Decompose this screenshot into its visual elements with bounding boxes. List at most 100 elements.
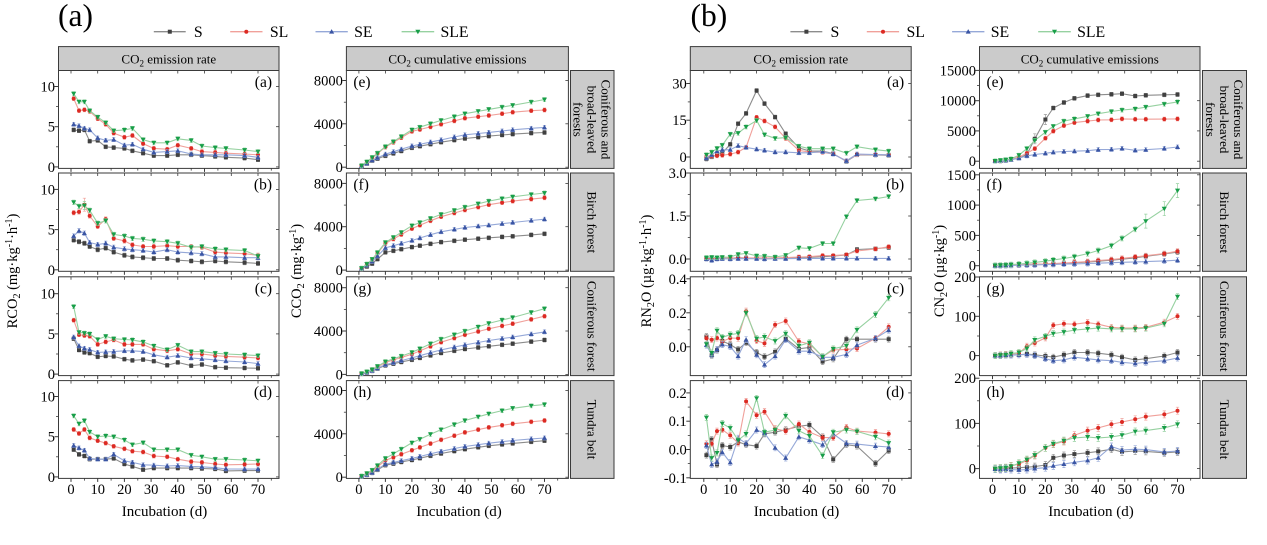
svg-text:4000: 4000 — [314, 117, 343, 133]
svg-text:CCO2 (mg·kg-1): CCO2 (mg·kg-1) — [288, 224, 307, 318]
svg-text:(h): (h) — [353, 384, 371, 401]
svg-text:30: 30 — [672, 77, 687, 93]
svg-text:60: 60 — [855, 482, 870, 498]
svg-text:3.0: 3.0 — [669, 166, 687, 182]
svg-text:20: 20 — [405, 482, 420, 498]
svg-text:CO2 emission rate: CO2 emission rate — [753, 52, 848, 69]
svg-text:(d): (d) — [254, 384, 272, 401]
svg-text:0: 0 — [680, 150, 687, 166]
svg-text:30: 30 — [431, 482, 446, 498]
svg-text:broad-leaved: broad-leaved — [1217, 86, 1232, 154]
svg-text:1.5: 1.5 — [669, 209, 687, 225]
svg-text:30: 30 — [1065, 482, 1080, 498]
svg-text:Birch forest: Birch forest — [585, 191, 600, 253]
svg-text:(h): (h) — [987, 384, 1005, 401]
svg-text:Incubation (d): Incubation (d) — [122, 504, 207, 520]
svg-text:Coniferous and: Coniferous and — [599, 80, 614, 160]
svg-text:forests: forests — [571, 102, 586, 137]
svg-text:15000: 15000 — [940, 63, 976, 79]
svg-text:0.2: 0.2 — [669, 306, 687, 322]
svg-text:20: 20 — [749, 482, 764, 498]
svg-text:50: 50 — [484, 482, 499, 498]
svg-text:0: 0 — [969, 259, 976, 275]
svg-text:4000: 4000 — [314, 324, 343, 340]
svg-text:10: 10 — [41, 390, 56, 406]
svg-text:CO2 cumulative emissions: CO2 cumulative emissions — [388, 52, 526, 69]
svg-text:8000: 8000 — [314, 176, 343, 192]
svg-text:30: 30 — [144, 482, 159, 498]
svg-text:20: 20 — [117, 482, 132, 498]
svg-text:0.4: 0.4 — [669, 272, 688, 288]
svg-text:Incubation (d): Incubation (d) — [1048, 504, 1133, 520]
svg-text:(c): (c) — [887, 280, 904, 297]
svg-text:SL: SL — [270, 24, 288, 41]
svg-text:(f): (f) — [987, 177, 1003, 194]
svg-text:forests: forests — [1203, 102, 1218, 137]
svg-text:70: 70 — [1170, 482, 1185, 498]
svg-text:70: 70 — [537, 482, 552, 498]
svg-text:(a): (a) — [255, 74, 272, 91]
svg-text:200: 200 — [954, 270, 976, 286]
svg-text:5: 5 — [48, 327, 55, 343]
svg-text:0: 0 — [969, 349, 976, 365]
svg-text:10: 10 — [378, 482, 393, 498]
svg-text:4000: 4000 — [314, 220, 343, 236]
svg-text:0: 0 — [355, 482, 362, 498]
svg-text:0: 0 — [48, 367, 55, 383]
svg-text:CN2O (µg·kg-1): CN2O (µg·kg-1) — [931, 225, 950, 317]
svg-text:CO2 emission rate: CO2 emission rate — [121, 52, 216, 69]
svg-text:0: 0 — [67, 482, 74, 498]
svg-text:0.1: 0.1 — [669, 414, 687, 430]
svg-text:5000: 5000 — [947, 124, 976, 140]
svg-text:500: 500 — [954, 228, 976, 244]
svg-text:0: 0 — [969, 462, 976, 478]
svg-text:SL: SL — [907, 24, 925, 41]
svg-text:100: 100 — [954, 416, 976, 432]
svg-text:30: 30 — [776, 482, 791, 498]
svg-text:1500: 1500 — [947, 168, 976, 184]
svg-text:40: 40 — [171, 482, 186, 498]
svg-text:15: 15 — [672, 113, 687, 129]
svg-text:Tundra belt: Tundra belt — [585, 400, 600, 460]
svg-text:10: 10 — [90, 482, 105, 498]
svg-text:10: 10 — [723, 482, 738, 498]
svg-text:0: 0 — [48, 160, 55, 176]
svg-text:SE: SE — [991, 24, 1009, 41]
svg-text:Coniferous forest: Coniferous forest — [585, 281, 600, 372]
svg-text:(b): (b) — [691, 0, 728, 33]
svg-text:(b): (b) — [254, 177, 272, 194]
svg-text:(a): (a) — [887, 74, 904, 91]
svg-text:S: S — [831, 24, 840, 41]
svg-text:0: 0 — [336, 263, 343, 279]
svg-text:Coniferous and: Coniferous and — [1231, 80, 1246, 160]
svg-text:50: 50 — [829, 482, 844, 498]
svg-text:(g): (g) — [353, 280, 371, 297]
svg-text:40: 40 — [458, 482, 473, 498]
svg-text:SLE: SLE — [441, 24, 469, 41]
svg-text:Birch forest: Birch forest — [1217, 191, 1232, 253]
svg-text:10: 10 — [41, 182, 56, 198]
svg-text:40: 40 — [802, 482, 817, 498]
svg-text:5: 5 — [48, 120, 55, 136]
svg-text:0: 0 — [336, 367, 343, 383]
svg-text:40: 40 — [1091, 482, 1106, 498]
svg-text:CO2 cumulative emissions: CO2 cumulative emissions — [1021, 52, 1159, 69]
svg-text:(f): (f) — [353, 177, 369, 194]
svg-text:Incubation (d): Incubation (d) — [754, 504, 839, 520]
svg-text:RN2O (µg·kg-1·h-1): RN2O (µg·kg-1·h-1) — [638, 215, 657, 328]
svg-text:(b): (b) — [886, 177, 904, 194]
svg-text:broad-leaved: broad-leaved — [585, 86, 600, 154]
svg-text:Incubation (d): Incubation (d) — [416, 504, 501, 520]
svg-text:(c): (c) — [255, 280, 272, 297]
svg-text:S: S — [194, 24, 203, 41]
svg-text:Coniferous forest: Coniferous forest — [1217, 281, 1232, 372]
svg-text:(g): (g) — [987, 280, 1005, 297]
svg-text:Tundra belt: Tundra belt — [1217, 400, 1232, 460]
svg-text:SE: SE — [354, 24, 372, 41]
svg-text:(a): (a) — [58, 0, 93, 33]
svg-text:8000: 8000 — [314, 384, 343, 400]
svg-text:1000: 1000 — [947, 198, 976, 214]
svg-text:(e): (e) — [353, 74, 370, 91]
svg-text:50: 50 — [197, 482, 212, 498]
svg-text:-0.1: -0.1 — [664, 471, 687, 487]
